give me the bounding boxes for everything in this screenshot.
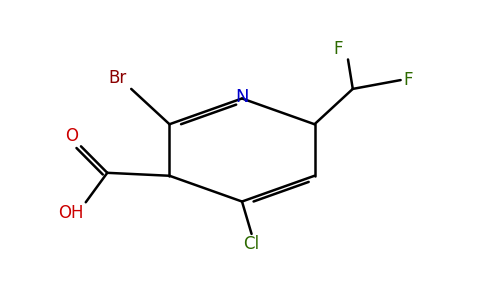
Text: Br: Br xyxy=(108,69,126,87)
Text: F: F xyxy=(333,40,343,58)
Text: F: F xyxy=(403,71,412,89)
Text: O: O xyxy=(66,127,78,145)
Text: OH: OH xyxy=(58,204,83,222)
Text: N: N xyxy=(235,88,249,106)
Text: Cl: Cl xyxy=(243,236,259,253)
